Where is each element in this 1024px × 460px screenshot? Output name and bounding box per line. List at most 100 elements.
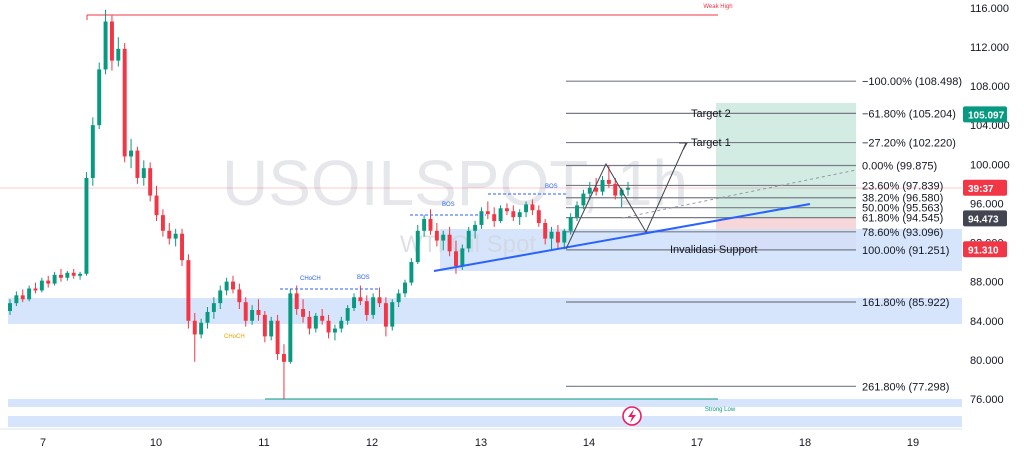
candle-body — [288, 293, 293, 362]
fib-label: 38.20% (96.580) — [862, 193, 943, 205]
candle-body — [148, 168, 153, 196]
candle-body — [8, 303, 12, 311]
candle-body — [20, 295, 25, 300]
candle-body — [256, 310, 261, 315]
candle-body — [192, 320, 197, 335]
candle-body — [320, 315, 325, 321]
candle-body — [186, 260, 191, 321]
candle-body — [46, 280, 51, 284]
candle-body — [447, 234, 452, 252]
candle-body — [543, 222, 548, 239]
candle-body — [224, 281, 229, 291]
candle-body — [492, 214, 497, 222]
candle-body — [109, 21, 114, 61]
x-tick-label: 12 — [366, 437, 378, 449]
candle-body — [160, 215, 165, 231]
x-tick-label: 19 — [907, 437, 919, 449]
candle-body — [422, 219, 427, 231]
candle-body — [205, 311, 210, 323]
y-tick-label: 84.000 — [970, 316, 1004, 328]
price-badge — [963, 210, 1007, 227]
candle-body — [339, 320, 344, 329]
strong-low-label: Strong Low — [705, 407, 736, 413]
candle-body — [473, 224, 478, 231]
bos-label: BOS — [357, 275, 370, 281]
fib-label: 161.80% (85.922) — [862, 297, 949, 309]
fib-label: 50.00% (95.563) — [862, 203, 943, 215]
candle-body — [555, 231, 560, 243]
candle-body — [135, 150, 140, 178]
fib-label: −27.20% (102.220) — [862, 138, 956, 150]
bos-label: BOS — [442, 202, 455, 208]
lightning-icon-glyph — [628, 409, 636, 423]
candle-body — [275, 320, 280, 355]
candle-body — [141, 168, 146, 178]
y-tick-label: 116.000 — [970, 3, 1009, 15]
candle-body — [454, 251, 458, 266]
y-tick-label: 104.000 — [970, 120, 1010, 132]
candle-body — [587, 187, 592, 194]
candle-body — [262, 314, 267, 337]
candle-body — [14, 295, 19, 304]
candle-body — [231, 281, 235, 290]
candle-body — [294, 293, 299, 310]
candle-body — [97, 69, 102, 126]
candle-body — [218, 290, 223, 304]
candle-body — [511, 211, 516, 218]
candle-body — [377, 297, 382, 304]
candle-body — [517, 212, 522, 218]
candle-body — [180, 233, 184, 261]
candle-body — [575, 205, 580, 218]
candle-body — [129, 150, 134, 157]
candle-body — [103, 21, 108, 70]
x-tick-label: 7 — [40, 437, 46, 449]
choch-label: CHoCH — [300, 276, 321, 282]
candle-body — [606, 179, 611, 184]
candle-body — [301, 309, 306, 317]
candle-body — [498, 208, 503, 222]
price-badge-text: 91.310 — [968, 245, 999, 256]
candle-body — [562, 230, 567, 243]
price-badge-text: 94.473 — [968, 214, 999, 225]
bos-label: BOS — [545, 184, 558, 190]
x-tick-label: 11 — [258, 437, 269, 449]
candle-body — [78, 273, 83, 276]
candle-body — [345, 308, 350, 321]
y-tick-label: 76.000 — [970, 394, 1004, 406]
candle-body — [485, 211, 490, 215]
candle-body — [173, 233, 178, 239]
candle-body — [269, 320, 274, 337]
candle-body — [352, 297, 357, 309]
candle-body — [154, 195, 159, 216]
fib-label: 23.60% (97.839) — [862, 180, 943, 192]
candle-body — [415, 230, 420, 263]
candle-body — [364, 301, 369, 315]
y-tick-label: 96.000 — [970, 198, 1004, 210]
candle-body — [71, 272, 76, 276]
candle-body — [441, 234, 446, 241]
y-tick-label: 80.000 — [970, 355, 1004, 367]
candle-body — [619, 189, 624, 196]
candle-body — [434, 230, 439, 241]
price-badge — [963, 106, 1007, 123]
fib-label: 261.80% (77.298) — [862, 381, 949, 393]
candle-body — [27, 288, 32, 300]
candle-body — [84, 177, 89, 274]
fib-label: 100.00% (91.251) — [862, 245, 949, 257]
x-tick-label: 17 — [691, 437, 703, 449]
take-profit-zone — [716, 103, 856, 218]
candle-body — [237, 289, 242, 303]
candle-body — [428, 219, 433, 231]
invalidasi-support-label: Invalidasi Support — [670, 244, 757, 256]
y-tick-label: 88.000 — [970, 277, 1004, 289]
candle-body — [39, 280, 44, 291]
choch-label: CHoCH — [224, 334, 245, 340]
y-tick-label: 108.000 — [970, 81, 1010, 93]
candle-body — [581, 193, 586, 206]
candle-body — [536, 210, 541, 223]
candle-body — [122, 48, 127, 157]
candle-body — [396, 293, 401, 303]
projection-arrowhead — [679, 142, 688, 151]
